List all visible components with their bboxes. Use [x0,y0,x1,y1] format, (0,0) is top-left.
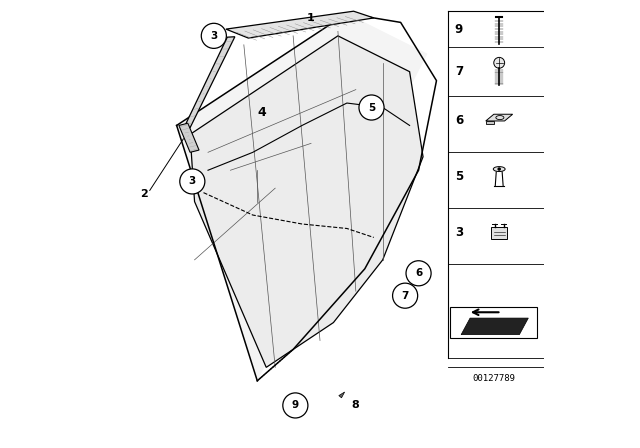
Text: 9: 9 [455,22,463,36]
Text: 6: 6 [415,268,422,278]
Text: 7: 7 [455,65,463,78]
Text: 3: 3 [455,226,463,240]
Ellipse shape [493,167,505,172]
Text: 3: 3 [210,31,218,41]
Text: 1: 1 [307,13,314,23]
Circle shape [494,57,504,68]
Circle shape [497,167,501,171]
Polygon shape [179,123,199,152]
Circle shape [201,23,227,48]
Polygon shape [190,36,423,367]
Circle shape [406,261,431,286]
Text: 7: 7 [401,291,409,301]
Text: 00127789: 00127789 [472,374,515,383]
Text: 5: 5 [368,103,375,112]
Circle shape [283,393,308,418]
Polygon shape [461,318,529,335]
Text: 4: 4 [257,105,266,119]
Text: 6: 6 [455,114,463,128]
Text: 3: 3 [189,177,196,186]
Polygon shape [226,11,374,38]
Polygon shape [339,392,345,398]
Text: 5: 5 [455,170,463,184]
Polygon shape [184,37,235,129]
Polygon shape [486,121,494,125]
Text: 9: 9 [292,401,299,410]
Text: 2: 2 [141,189,148,198]
FancyBboxPatch shape [450,307,538,338]
Polygon shape [177,13,428,381]
Text: 8: 8 [351,400,359,410]
Circle shape [359,95,384,120]
Circle shape [180,169,205,194]
Polygon shape [486,114,513,121]
Circle shape [392,283,418,308]
FancyBboxPatch shape [492,228,507,238]
